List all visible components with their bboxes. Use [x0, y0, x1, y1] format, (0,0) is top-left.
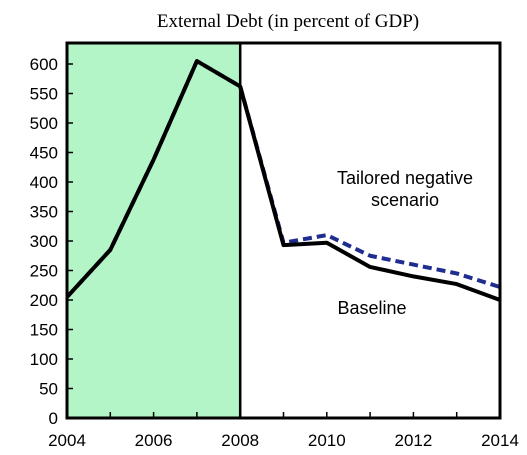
x-tick-label: 2010	[308, 431, 346, 450]
y-tick-label: 600	[30, 55, 58, 74]
y-tick-label: 550	[30, 85, 58, 104]
series-lines	[65, 59, 501, 302]
y-tick-label: 150	[30, 321, 58, 340]
x-tick-label: 2014	[481, 431, 519, 450]
annotation-tailored-line1: Tailored negative	[337, 168, 473, 188]
x-tick-label: 2012	[394, 431, 432, 450]
x-tick-label: 2006	[135, 431, 173, 450]
y-tick-label: 400	[30, 173, 58, 192]
y-tick-label: 50	[39, 380, 58, 399]
y-tick-label: 200	[30, 291, 58, 310]
y-tick-label: 350	[30, 203, 58, 222]
y-tick-label: 250	[30, 262, 58, 281]
y-tick-label: 500	[30, 114, 58, 133]
y-tick-label: 300	[30, 232, 58, 251]
series-line-baseline	[65, 59, 501, 302]
x-tick-label: 2008	[221, 431, 259, 450]
annotation-tailored-line2: scenario	[371, 190, 439, 210]
y-tick-label: 0	[49, 409, 58, 428]
plot-frame	[65, 41, 502, 420]
x-tick-label: 2004	[48, 431, 86, 450]
shaded-historical-region	[67, 43, 241, 418]
y-tick-label: 450	[30, 144, 58, 163]
x-axis-tick-labels: 2004 2006 2008 2010 2012 2014	[48, 431, 519, 450]
annotation-baseline: Baseline	[337, 298, 406, 318]
chart-title: External Debt (in percent of GDP)	[157, 11, 419, 32]
y-tick-label: 100	[30, 350, 58, 369]
y-axis-tick-labels: 0 50 100 150 200 250 300 350 400 450 500 550 600	[30, 55, 58, 428]
